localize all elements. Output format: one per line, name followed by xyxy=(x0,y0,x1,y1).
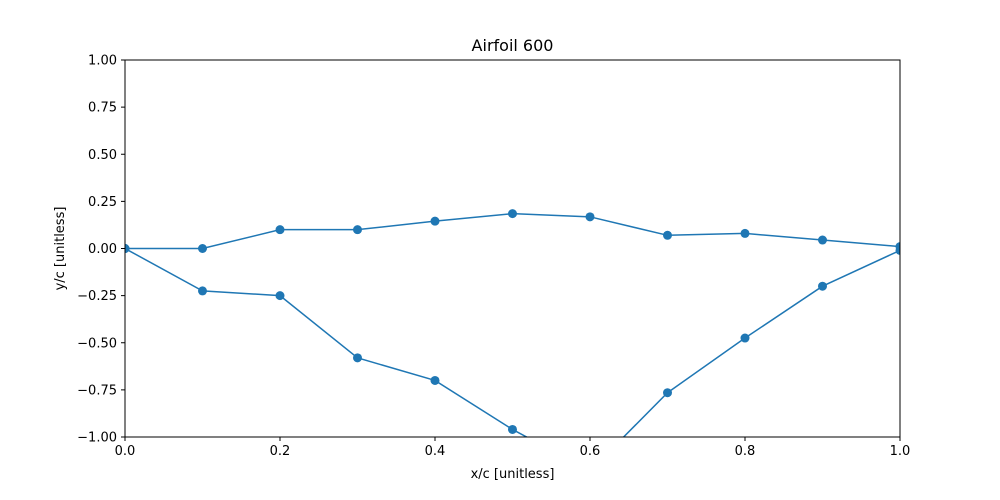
y-tick-label: 0.75 xyxy=(88,101,117,116)
chart-title: Airfoil 600 xyxy=(472,36,554,55)
lower-surface-point xyxy=(275,291,285,301)
upper-surface-point xyxy=(585,212,595,222)
lower-surface-line xyxy=(125,247,900,437)
axes-frame xyxy=(124,59,901,438)
lower-surface-point xyxy=(818,281,827,291)
x-tick-label: 0.2 xyxy=(270,444,291,459)
lower-surface-point xyxy=(430,375,440,385)
x-axis-label: x/c [unitless] xyxy=(471,467,555,482)
y-axis: 1.00 0.75 0.50 0.25 0.00 −0.25 −0.50 −0.75 −1.00 xyxy=(77,54,125,446)
y-tick-label: 0.00 xyxy=(88,242,117,257)
upper-surface-point xyxy=(198,244,207,253)
upper-surface-line xyxy=(125,212,900,250)
y-tick-label: −0.75 xyxy=(77,383,117,398)
lower-surface-point xyxy=(508,424,517,434)
lower-surface-point xyxy=(198,286,207,296)
lower-surface-point xyxy=(353,353,362,363)
y-tick-label: 0.25 xyxy=(88,195,117,210)
upper-surface-point xyxy=(663,230,672,240)
x-tick-label: 0.4 xyxy=(425,444,446,459)
lower-surface-point xyxy=(125,244,130,253)
upper-surface-point xyxy=(508,209,517,219)
lower-surface-point xyxy=(586,466,595,475)
y-tick-label: −0.25 xyxy=(77,289,117,304)
y-tick-label: 0.50 xyxy=(88,148,117,163)
y-axis-label: y/c [unitless] xyxy=(53,207,68,291)
plot-area xyxy=(125,209,900,475)
y-tick-label: −0.50 xyxy=(77,336,117,351)
upper-surface-point xyxy=(275,225,285,235)
y-tick-label: 1.00 xyxy=(88,54,117,69)
upper-surface-point xyxy=(430,216,440,226)
upper-surface-point xyxy=(740,228,750,238)
x-tick-label: 0.8 xyxy=(735,444,756,459)
x-tick-label: 0.6 xyxy=(580,444,601,459)
x-tick-label: 0.0 xyxy=(115,444,136,459)
lower-surface-point xyxy=(740,333,750,343)
lower-surface-point xyxy=(895,245,900,255)
upper-surface-point xyxy=(818,235,827,245)
upper-surface-point xyxy=(353,225,362,235)
x-tick-label: 1.0 xyxy=(890,444,911,459)
lower-surface-point xyxy=(663,388,672,398)
y-tick-label: −1.00 xyxy=(77,431,117,446)
x-axis: 0.0 0.2 0.4 0.6 0.8 1.0 xyxy=(115,437,911,459)
